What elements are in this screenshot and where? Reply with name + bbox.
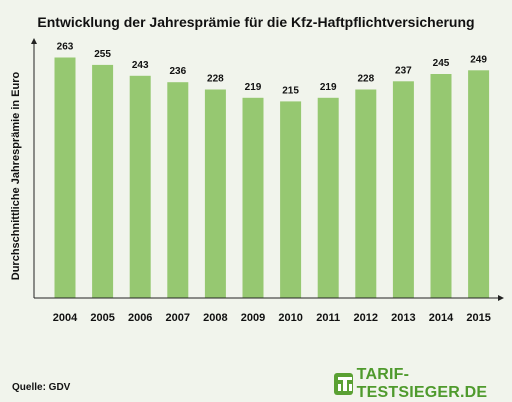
x-tick-label-2012: 2012	[354, 312, 378, 324]
bar-2015	[468, 70, 490, 298]
value-label-2015: 249	[470, 54, 487, 65]
x-tick-label-2009: 2009	[241, 312, 265, 324]
value-label-2006: 243	[132, 60, 149, 71]
bar-2009	[242, 97, 264, 298]
x-tick-label-2004: 2004	[53, 312, 78, 324]
x-tick-label-2013: 2013	[391, 312, 415, 324]
bar-2007	[167, 82, 189, 298]
bar-2004	[54, 57, 76, 298]
value-label-2011: 219	[320, 82, 337, 93]
x-tick-label-2007: 2007	[166, 312, 190, 324]
bar-2013	[392, 81, 414, 298]
bars-group	[54, 57, 490, 299]
bar-2011	[317, 97, 339, 298]
value-label-2008: 228	[207, 74, 224, 85]
bar-2008	[204, 89, 226, 298]
brand-text: TARIF-TESTSIEGER.DE	[356, 366, 488, 401]
x-tick-label-2015: 2015	[466, 312, 490, 324]
value-label-2010: 215	[282, 85, 299, 96]
x-axis-arrow	[498, 295, 504, 301]
x-tick-label-2011: 2011	[316, 312, 340, 324]
x-tick-label-2014: 2014	[429, 312, 454, 324]
bar-2014	[430, 74, 452, 298]
value-label-2012: 228	[357, 74, 374, 85]
value-labels-group: 263 255 243 236 228 219 215 219 228 237 245 249	[57, 42, 488, 97]
bar-2010	[280, 101, 302, 299]
value-label-2013: 237	[395, 65, 412, 76]
x-tick-label-2006: 2006	[128, 312, 152, 324]
brand-icon	[334, 373, 353, 395]
value-label-2014: 245	[433, 58, 450, 69]
value-label-2005: 255	[94, 49, 111, 60]
x-tick-labels-group: 2004 2005 2006 2007 2008 2009 2010 2011 2012 2013…	[53, 312, 491, 324]
value-label-2004: 263	[57, 42, 74, 53]
x-tick-label-2010: 2010	[278, 312, 302, 324]
value-label-2009: 219	[245, 82, 262, 93]
chart-title: Entwicklung der Jahresprämie für die Kfz…	[37, 14, 475, 30]
value-label-2007: 236	[169, 66, 186, 77]
bar-2012	[355, 89, 377, 298]
bar-2005	[92, 64, 114, 299]
bar-2006	[129, 75, 151, 298]
y-axis-arrow	[31, 38, 37, 44]
x-tick-label-2008: 2008	[203, 312, 227, 324]
source-note: Quelle: GDV	[12, 382, 71, 393]
brand-logo: TARIF-TESTSIEGER.DE	[334, 366, 512, 402]
x-tick-label-2005: 2005	[90, 312, 114, 324]
